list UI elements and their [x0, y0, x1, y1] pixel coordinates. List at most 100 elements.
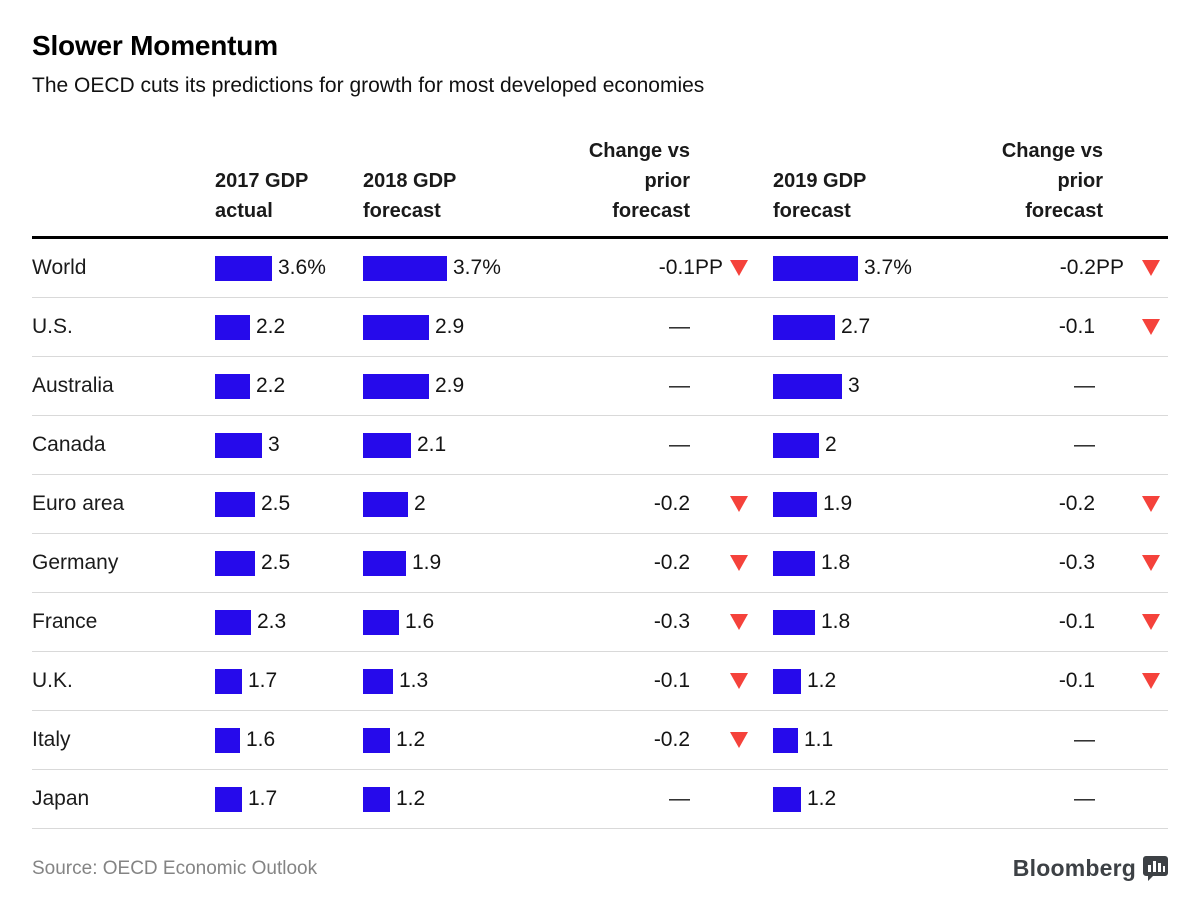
down-triangle-icon: [730, 260, 748, 276]
gdp-bar-value: 2.1: [417, 433, 447, 456]
header-line: 2019 GDP: [773, 170, 867, 192]
header-2019-gdp-forecast: 2019 GDP forecast: [748, 136, 990, 226]
bloomberg-logo: Bloomberg: [1013, 855, 1168, 882]
bar-cell-2019: 1.8: [748, 609, 990, 635]
table-row: Australia 2.2 2.9 — 3 —: [32, 357, 1168, 416]
bar-cell-2017: 2.2: [215, 373, 363, 399]
gdp-bar: [773, 255, 858, 281]
gdp-bar: [215, 255, 272, 281]
triangle-slot: [690, 555, 748, 571]
bloomberg-chart-bubble-icon: [1143, 856, 1168, 881]
table-row: Euro area 2.5 2 -0.2 1.9 -0.2: [32, 475, 1168, 534]
change-value: -0.2PP: [1059, 256, 1124, 279]
table-header-row: 2017 GDP actual 2018 GDP forecast Change…: [32, 136, 1168, 239]
table-row: U.K. 1.7 1.3 -0.1 1.2 -0.1: [32, 652, 1168, 711]
down-triangle-icon: [730, 732, 748, 748]
gdp-bar-value: 1.2: [396, 728, 426, 751]
gdp-bar-value: 1.7: [248, 669, 278, 692]
change-value: -0.2: [1058, 492, 1095, 515]
change-value: —: [1074, 433, 1095, 456]
change-cell-2019: —: [990, 787, 1168, 811]
change-cell-2018: —: [575, 315, 748, 339]
row-country-label: Canada: [32, 433, 106, 456]
change-cell-2019: —: [990, 374, 1168, 398]
bar-cell-2019: 3: [748, 373, 990, 399]
change-value: -0.1: [1058, 315, 1095, 338]
change-value: -0.3: [1058, 551, 1095, 574]
triangle-slot: [1095, 614, 1160, 630]
down-triangle-icon: [730, 555, 748, 571]
change-value: —: [669, 374, 690, 397]
change-cell-2019: -0.1: [990, 315, 1168, 339]
header-2018-gdp-forecast: 2018 GDP forecast: [363, 136, 575, 226]
gdp-bar: [363, 373, 429, 399]
gdp-bar: [215, 727, 240, 753]
change-value: -0.2: [653, 492, 690, 515]
down-triangle-icon: [1142, 673, 1160, 689]
change-value: —: [669, 315, 690, 338]
triangle-slot: [690, 614, 748, 630]
change-value: -0.1: [1058, 610, 1095, 633]
gdp-bar-value: 3.7%: [453, 256, 501, 279]
bar-cell-2017: 1.7: [215, 786, 363, 812]
bar-cell-2019: 1.1: [748, 727, 990, 753]
change-cell-2019: -0.1: [990, 610, 1168, 634]
header-line: prior: [1057, 170, 1103, 192]
change-cell-2019: -0.2PP: [990, 256, 1168, 280]
footer: Source: OECD Economic Outlook Bloomberg: [32, 855, 1168, 882]
change-value: —: [669, 787, 690, 810]
change-cell-2018: -0.2: [575, 728, 748, 752]
bar-cell-2019: 3.7%: [748, 255, 990, 281]
change-cell-2019: -0.2: [990, 492, 1168, 516]
change-value: —: [1074, 728, 1095, 751]
row-country-label: Japan: [32, 787, 90, 810]
triangle-slot: [690, 732, 748, 748]
gdp-bar: [363, 432, 411, 458]
change-cell-2018: -0.2: [575, 492, 748, 516]
bar-cell-2017: 3: [215, 432, 363, 458]
bar-cell-2018: 2.9: [363, 314, 575, 340]
change-cell-2019: —: [990, 728, 1168, 752]
header-change-vs-prior-2018: Change vs prior forecast: [575, 136, 748, 226]
change-cell-2018: -0.3: [575, 610, 748, 634]
change-value: —: [1074, 374, 1095, 397]
gdp-bar-value: 2.9: [435, 374, 465, 397]
row-country-label: World: [32, 256, 87, 279]
triangle-slot: [1124, 260, 1160, 276]
gdp-bar: [773, 314, 835, 340]
change-value: —: [1074, 787, 1095, 810]
source-note: Source: OECD Economic Outlook: [32, 857, 318, 879]
down-triangle-icon: [1142, 614, 1160, 630]
bar-cell-2017: 2.3: [215, 609, 363, 635]
gdp-bar: [773, 550, 815, 576]
gdp-bar-value: 1.9: [823, 492, 853, 515]
row-country-label: France: [32, 610, 98, 633]
bar-cell-2018: 1.2: [363, 727, 575, 753]
change-cell-2018: —: [575, 787, 748, 811]
gdp-bar: [363, 727, 390, 753]
page-subtitle: The OECD cuts its predictions for growth…: [32, 74, 705, 97]
gdp-bar-value: 2.9: [435, 315, 465, 338]
header-line: prior: [644, 170, 690, 192]
gdp-bar-value: 1.7: [248, 787, 278, 810]
gdp-bar: [215, 491, 255, 517]
change-cell-2019: -0.3: [990, 551, 1168, 575]
header-line: forecast: [363, 200, 441, 222]
bar-cell-2017: 2.5: [215, 550, 363, 576]
bar-cell-2019: 1.8: [748, 550, 990, 576]
gdp-bar: [773, 609, 815, 635]
header-line: 2018 GDP: [363, 170, 457, 192]
header-line: 2017 GDP: [215, 170, 309, 192]
bar-cell-2017: 2.2: [215, 314, 363, 340]
change-value: -0.1PP: [658, 256, 723, 279]
header-line: actual: [215, 200, 273, 222]
gdp-bar-value: 2.5: [261, 492, 291, 515]
bar-cell-2017: 1.6: [215, 727, 363, 753]
gdp-bar-value: 2.2: [256, 374, 286, 397]
gdp-bar-value: 1.6: [246, 728, 276, 751]
change-cell-2018: —: [575, 374, 748, 398]
gdp-bar: [363, 314, 429, 340]
gdp-bar: [215, 314, 250, 340]
down-triangle-icon: [1142, 319, 1160, 335]
triangle-slot: [723, 260, 748, 276]
